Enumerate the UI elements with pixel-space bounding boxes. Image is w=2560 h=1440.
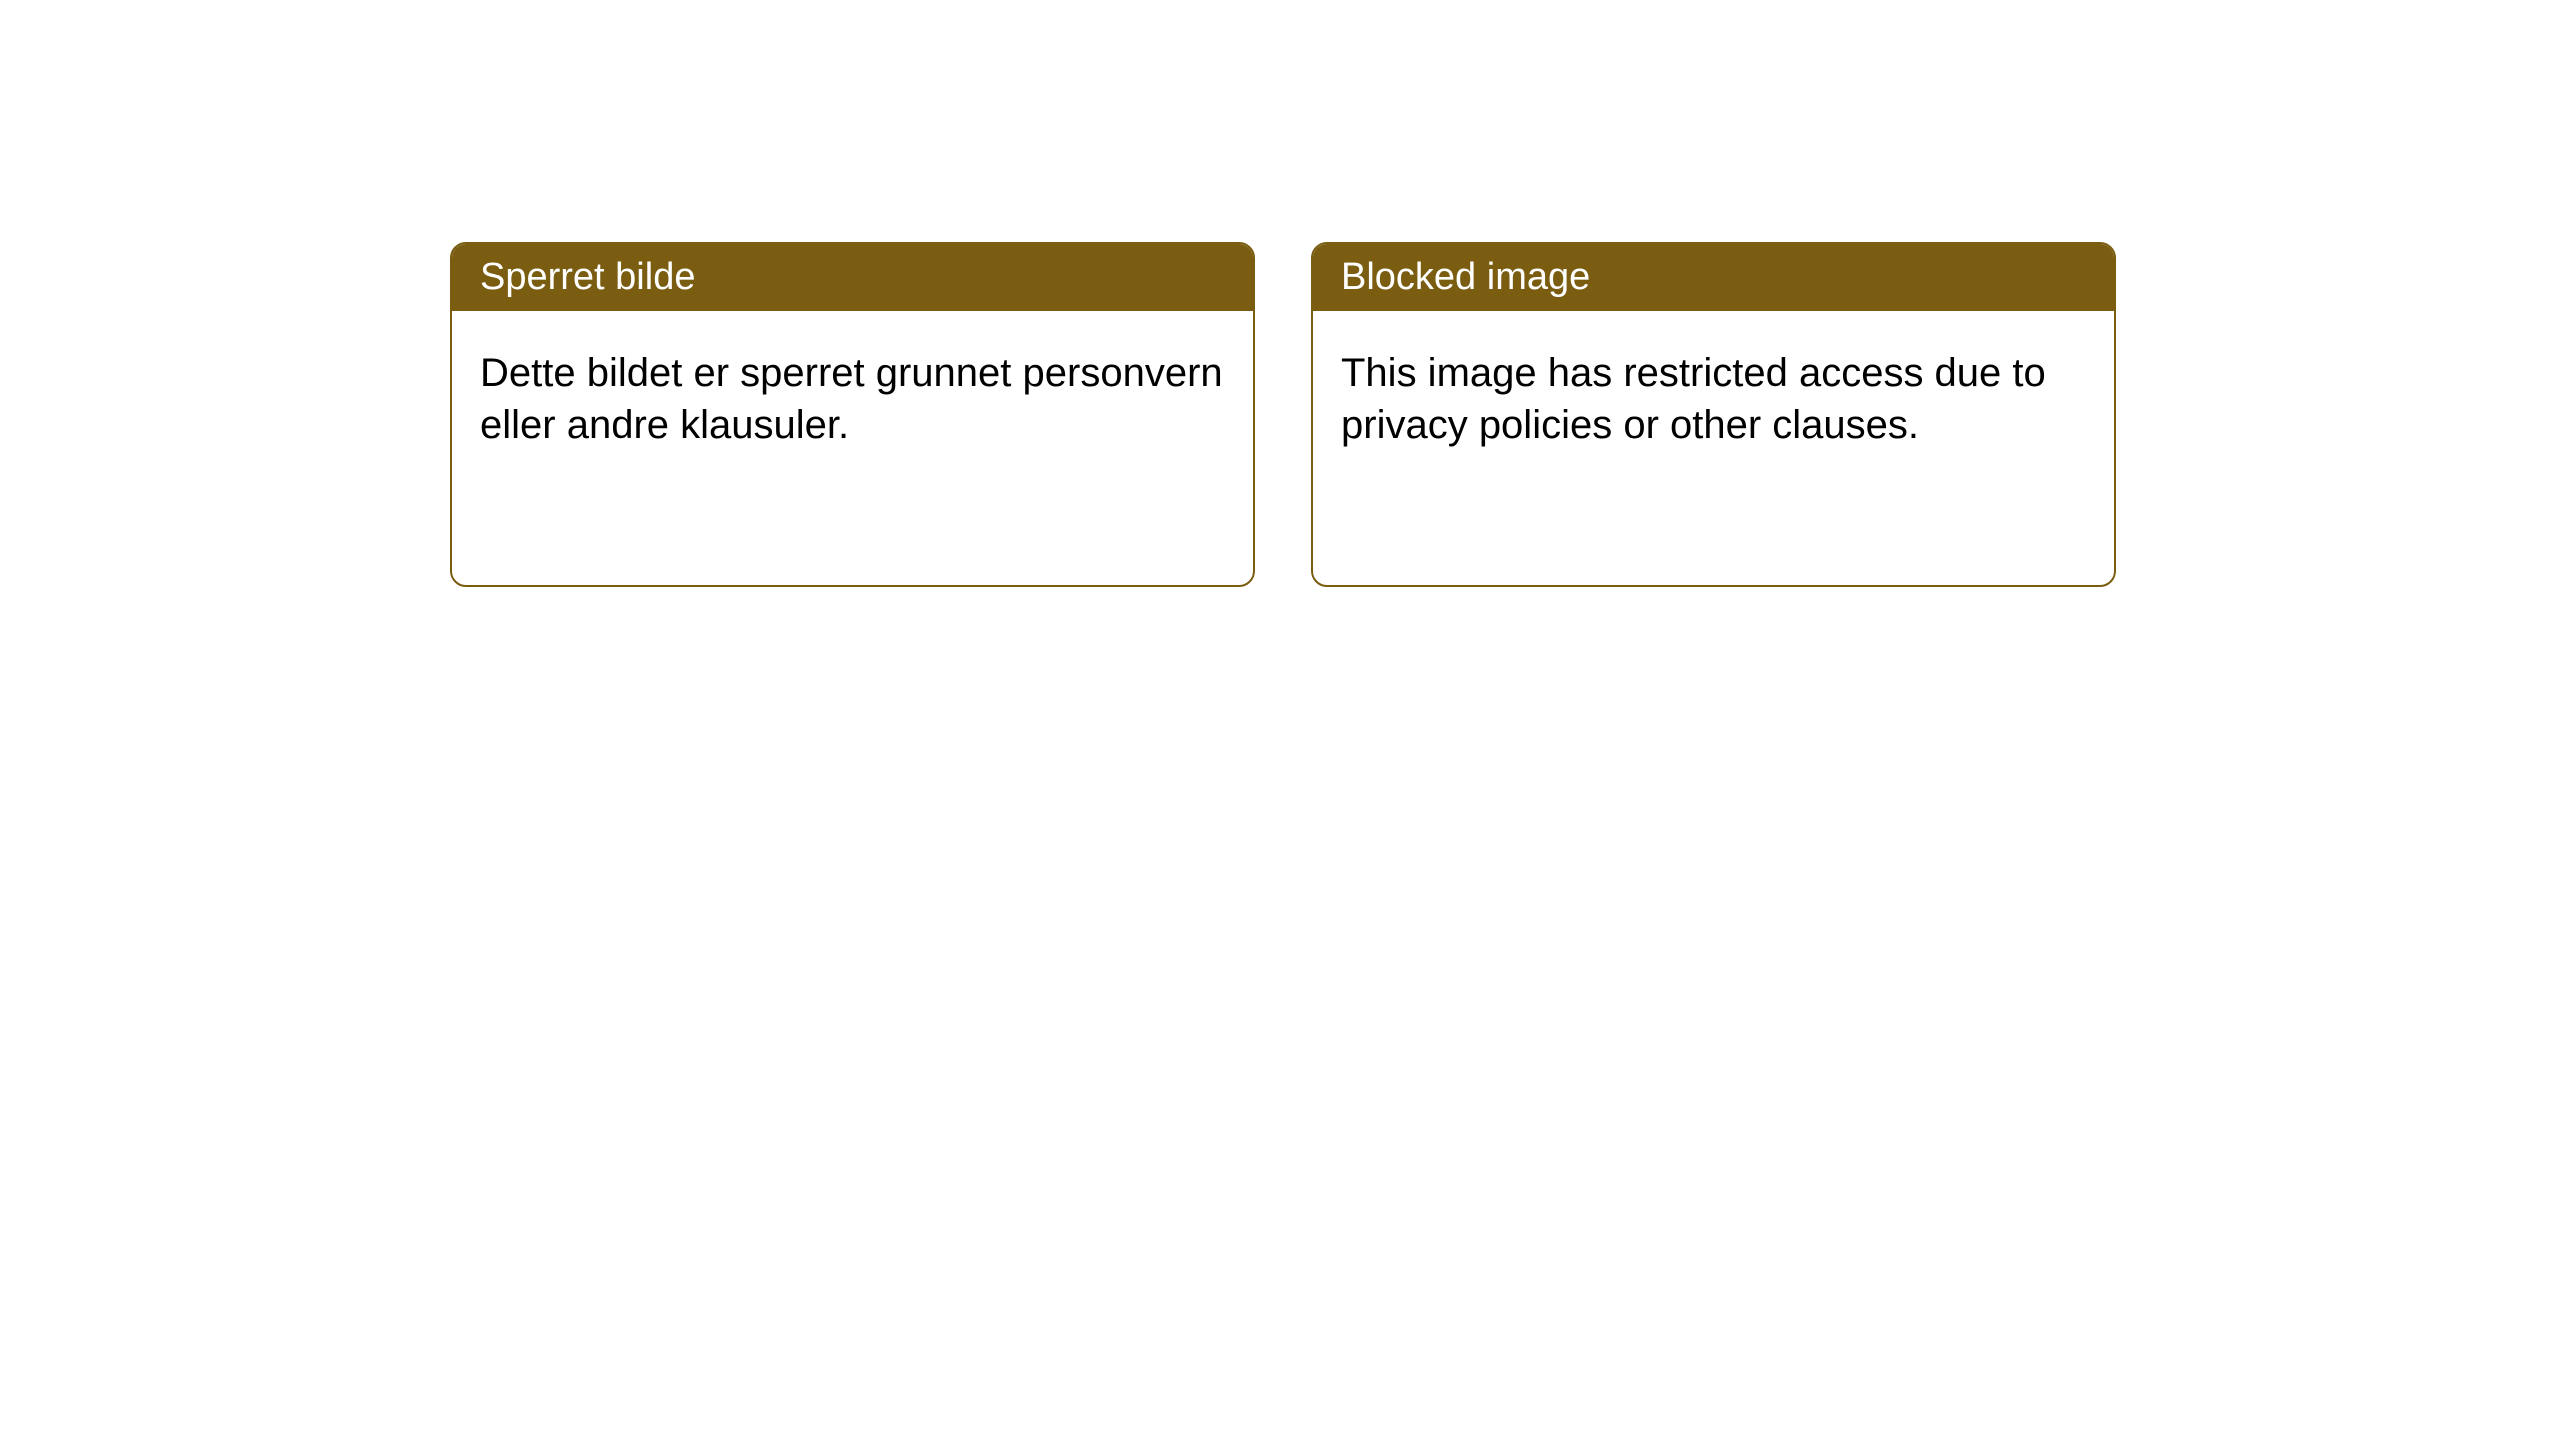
card-title: Blocked image (1341, 256, 1590, 298)
card-header: Sperret bilde (452, 244, 1253, 311)
card-message: This image has restricted access due to … (1341, 351, 2046, 447)
notice-card-english: Blocked image This image has restricted … (1311, 242, 2116, 587)
card-header: Blocked image (1313, 244, 2114, 311)
notice-container: Sperret bilde Dette bildet er sperret gr… (450, 242, 2116, 587)
notice-card-norwegian: Sperret bilde Dette bildet er sperret gr… (450, 242, 1255, 587)
card-body: Dette bildet er sperret grunnet personve… (452, 311, 1253, 585)
card-title: Sperret bilde (480, 256, 695, 298)
card-body: This image has restricted access due to … (1313, 311, 2114, 585)
card-message: Dette bildet er sperret grunnet personve… (480, 351, 1223, 447)
